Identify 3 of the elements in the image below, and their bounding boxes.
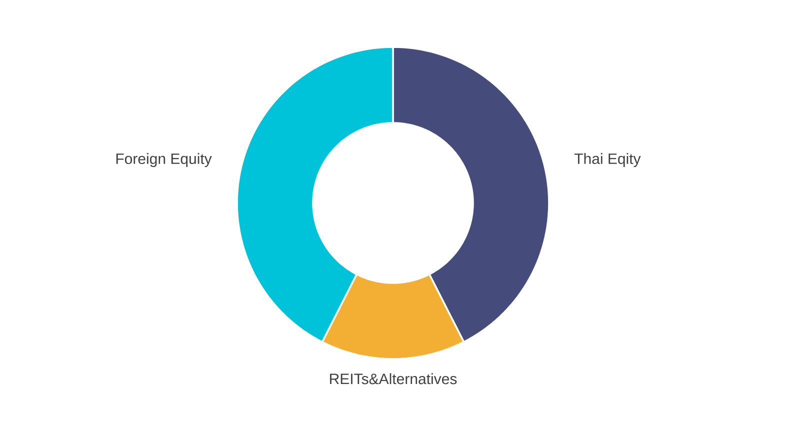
- slice-label: Foreign Equity: [116, 153, 212, 168]
- slice-label: REITs&Alternatives: [330, 373, 457, 384]
- slice-label: Thai Eqity: [574, 153, 641, 168]
